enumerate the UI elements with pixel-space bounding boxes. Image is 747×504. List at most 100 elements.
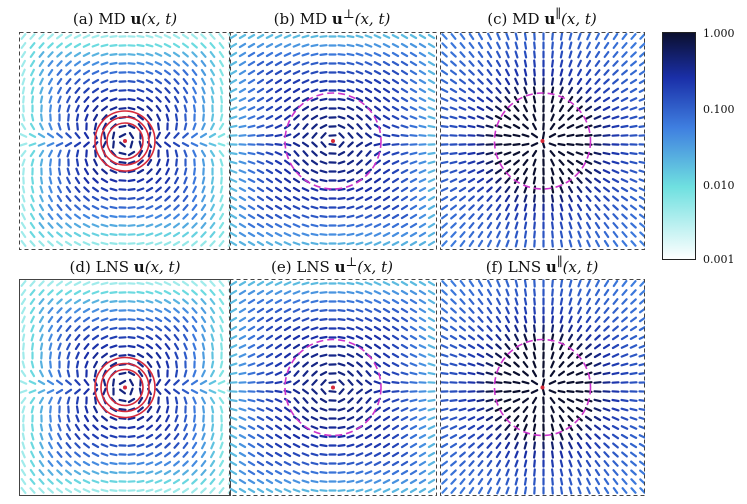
vector-arrow — [319, 215, 328, 218]
vector-arrow — [127, 435, 136, 438]
vector-arrow — [612, 231, 619, 238]
vector-arrow — [293, 123, 300, 130]
vector-arrow — [76, 122, 79, 131]
vector-arrow — [301, 290, 310, 295]
vector-arrow — [109, 326, 118, 331]
vector-arrow — [494, 168, 503, 175]
vector-arrow — [82, 299, 91, 304]
vector-arrow — [82, 281, 91, 286]
vector-arrow — [409, 69, 418, 76]
vector-arrow — [210, 324, 215, 333]
vector-arrow — [247, 433, 256, 440]
vector-arrow — [48, 441, 54, 450]
vector-arrow — [356, 397, 363, 404]
vector-arrow — [91, 70, 100, 75]
vector-arrow — [247, 280, 256, 287]
vector-arrow — [219, 324, 224, 333]
vector-arrow — [459, 60, 466, 67]
vector-arrow — [172, 141, 181, 148]
vector-arrow — [559, 176, 564, 185]
vector-arrow — [311, 388, 318, 395]
vector-arrow — [533, 41, 536, 50]
vector-arrow — [310, 187, 319, 192]
vector-arrow — [382, 223, 391, 228]
vector-arrow — [202, 405, 205, 414]
vector-arrow — [629, 434, 638, 439]
vector-arrow — [337, 371, 346, 376]
vector-arrow — [467, 115, 476, 120]
vector-arrow — [310, 70, 319, 75]
vector-arrow — [602, 177, 611, 184]
vector-arrow — [127, 206, 136, 209]
vector-arrow — [503, 124, 512, 129]
vector-arrow — [477, 60, 484, 67]
vector-arrow — [127, 160, 136, 165]
vector-arrow — [449, 169, 458, 174]
vector-arrow — [192, 423, 197, 432]
vector-arrow — [567, 86, 574, 95]
vector-arrow — [532, 360, 537, 369]
vector-arrow — [265, 60, 274, 67]
vector-arrow — [265, 51, 274, 58]
vector-arrow — [630, 213, 637, 220]
vector-arrow — [347, 370, 354, 377]
vector-arrow — [55, 487, 64, 494]
vector-arrow — [621, 478, 628, 485]
vector-arrow — [256, 124, 265, 129]
vector-arrow — [191, 132, 198, 139]
vector-arrow — [550, 104, 555, 113]
vector-arrow — [566, 398, 575, 403]
vector-arrow — [477, 213, 484, 220]
vector-arrow — [595, 279, 600, 288]
vector-arrow — [100, 232, 109, 237]
vector-arrow — [440, 344, 449, 349]
vector-arrow — [346, 241, 355, 246]
vector-arrow — [531, 396, 538, 405]
vector-arrow — [355, 343, 364, 350]
vector-arrow — [274, 34, 283, 39]
vector-arrow — [449, 416, 458, 421]
vector-arrow — [265, 96, 274, 103]
vector-arrow — [283, 168, 292, 175]
vector-arrow — [138, 140, 143, 149]
vector-arrow — [83, 334, 90, 341]
vector-arrow — [127, 71, 136, 74]
vector-arrow — [514, 212, 519, 221]
vector-arrow — [202, 360, 205, 369]
vector-arrow — [229, 178, 238, 183]
vector-arrow — [274, 380, 283, 385]
vector-arrow — [593, 115, 602, 120]
vector-arrow — [467, 160, 476, 165]
vector-arrow — [238, 106, 247, 111]
vector-arrow — [382, 204, 391, 211]
vector-arrow — [109, 97, 118, 102]
vector-arrow — [559, 203, 564, 212]
vector-arrow — [229, 434, 238, 439]
vector-arrow — [265, 186, 274, 193]
vector-arrow — [346, 416, 355, 421]
vector-arrow — [238, 289, 247, 296]
vector-arrow — [209, 469, 216, 476]
vector-arrow — [409, 487, 418, 494]
vector-arrow — [373, 452, 382, 457]
vector-arrow — [611, 407, 620, 412]
vector-arrow — [338, 141, 345, 148]
particle-center — [540, 139, 545, 143]
vector-arrow — [620, 195, 629, 202]
vector-arrow — [210, 405, 215, 414]
vector-arrow — [559, 315, 564, 324]
vector-arrow — [136, 241, 145, 246]
vector-arrow — [346, 326, 355, 331]
vector-field-panel-f — [440, 279, 645, 496]
vector-arrow — [522, 406, 529, 413]
vector-arrow — [310, 79, 319, 84]
vector-arrow — [400, 87, 409, 94]
vector-arrow — [639, 42, 645, 49]
vector-arrow — [47, 324, 54, 333]
vector-arrow — [202, 104, 205, 113]
vector-arrow — [64, 388, 73, 395]
vector-arrow — [210, 95, 215, 104]
vector-arrow — [136, 352, 145, 359]
vector-arrow — [164, 388, 171, 395]
vector-arrow — [56, 451, 63, 458]
